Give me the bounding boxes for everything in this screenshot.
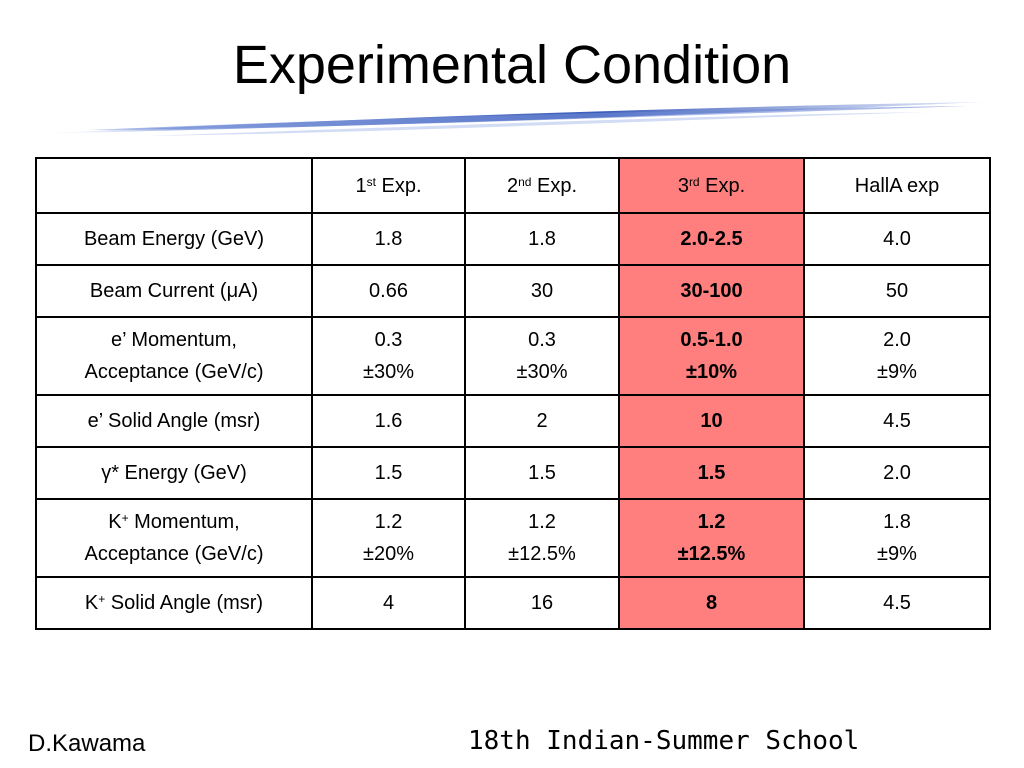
table-row: γ* Energy (GeV) 1.5 1.5 1.5 2.0 — [35, 446, 991, 500]
table-cell: 1.5 — [464, 446, 620, 500]
row-label: γ* Energy (GeV) — [35, 446, 313, 500]
table-cell: 30 — [464, 264, 620, 318]
table-cell: 4 — [311, 576, 466, 630]
table-cell: 2.0 — [803, 446, 991, 500]
table-cell: 16 — [464, 576, 620, 630]
table-row: e’ Momentum, Acceptance (GeV/c) 0.3 ±30% 0… — [35, 316, 991, 396]
title-underline-swoosh — [28, 102, 983, 136]
table-cell: 0.3 ±30% — [311, 316, 466, 396]
table-cell: 0.66 — [311, 264, 466, 318]
row-label: Beam Energy (GeV) — [35, 212, 313, 266]
highlight-cell: 2.0-2.5 — [618, 212, 805, 266]
highlight-cell: 30-100 — [618, 264, 805, 318]
table-cell: 1.8 — [311, 212, 466, 266]
header-empty-cell — [35, 157, 313, 214]
table-cell: 4.5 — [803, 394, 991, 448]
footer-event: 18th Indian-Summer School — [468, 726, 860, 756]
row-label: Beam Current (μA) — [35, 264, 313, 318]
header-2nd-exp: 2nd Exp. — [464, 157, 620, 214]
row-label: K+ Solid Angle (msr) — [35, 576, 313, 630]
table-cell: 1.8 ±9% — [803, 498, 991, 578]
table-cell: 1.2 ±12.5% — [464, 498, 620, 578]
row-label: e’ Solid Angle (msr) — [35, 394, 313, 448]
highlight-cell: 10 — [618, 394, 805, 448]
table-row: Beam Current (μA) 0.66 30 30-100 50 — [35, 264, 991, 318]
table-row: K+ Momentum, Acceptance (GeV/c) 1.2 ±20% 1… — [35, 498, 991, 578]
header-halla-exp: HallA exp — [803, 157, 991, 214]
highlight-cell: 8 — [618, 576, 805, 630]
table-cell: 2.0 ±9% — [803, 316, 991, 396]
table-cell: 50 — [803, 264, 991, 318]
table-row: K+ Solid Angle (msr) 4 16 8 4.5 — [35, 576, 991, 630]
table-row: Beam Energy (GeV) 1.8 1.8 2.0-2.5 4.0 — [35, 212, 991, 266]
table-cell: 1.6 — [311, 394, 466, 448]
slide-title: Experimental Condition — [232, 35, 792, 95]
row-label: K+ Momentum, Acceptance (GeV/c) — [35, 498, 313, 578]
footer-author: D.Kawama — [28, 730, 146, 757]
table-cell: 1.2 ±20% — [311, 498, 466, 578]
table-cell: 4.5 — [803, 576, 991, 630]
highlight-cell: 1.2 ±12.5% — [618, 498, 805, 578]
highlight-cell: 1.5 — [618, 446, 805, 500]
header-3rd-exp: 3rd Exp. — [618, 157, 805, 214]
table-cell: 4.0 — [803, 212, 991, 266]
highlight-cell: 0.5-1.0 ±10% — [618, 316, 805, 396]
table-cell: 1.8 — [464, 212, 620, 266]
table-header-row: 1st Exp. 2nd Exp. 3rd Exp. HallA exp — [35, 157, 991, 214]
table-cell: 0.3 ±30% — [464, 316, 620, 396]
header-1st-exp: 1st Exp. — [311, 157, 466, 214]
table-cell: 1.5 — [311, 446, 466, 500]
table-cell: 2 — [464, 394, 620, 448]
row-label: e’ Momentum, Acceptance (GeV/c) — [35, 316, 313, 396]
table-row: e’ Solid Angle (msr) 1.6 2 10 4.5 — [35, 394, 991, 448]
conditions-table: 1st Exp. 2nd Exp. 3rd Exp. HallA exp Bea… — [35, 157, 991, 630]
